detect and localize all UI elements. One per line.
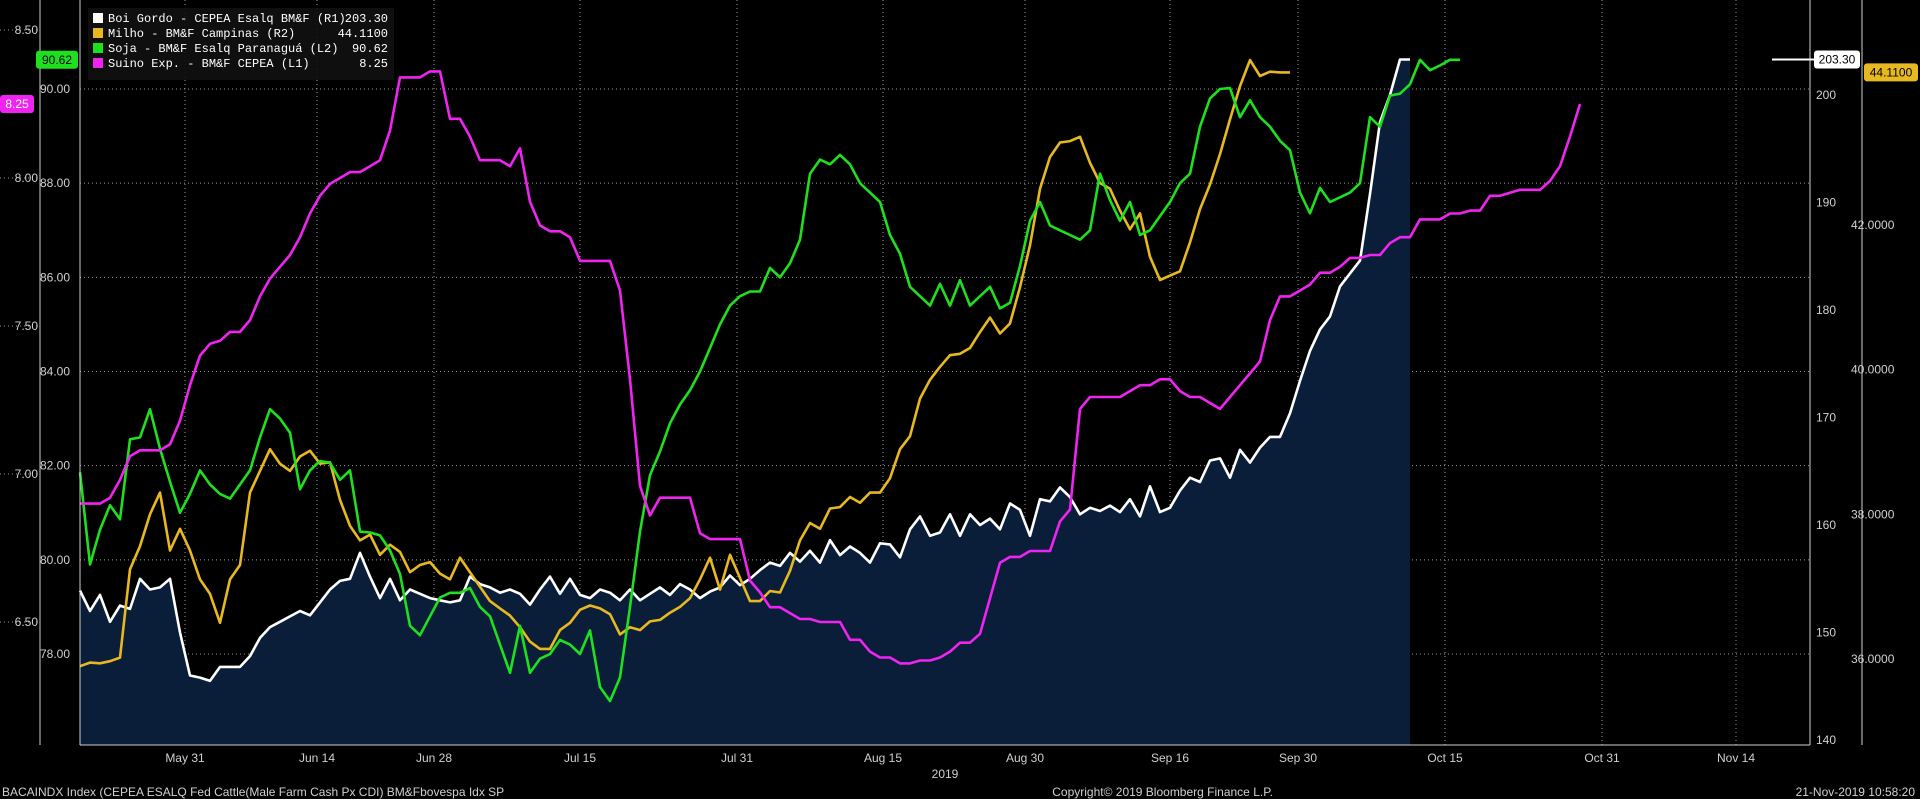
series-line-suino-exp-bm-f-cepea-l1 xyxy=(80,70,1582,665)
legend-series-value: 44.1100 xyxy=(338,27,388,41)
y-tick-label-l2: 88.00 xyxy=(40,176,70,190)
legend-series-value: 8.25 xyxy=(359,57,388,71)
last-value-badge xyxy=(1864,63,1918,82)
y-tick-label-r1: 170 xyxy=(1816,411,1836,425)
axis-frame xyxy=(39,0,1863,746)
series-line-boi-gordo-cepea-esalq-bm-f-r1 xyxy=(78,58,1410,683)
footer-index-description: BACAINDX Index (CEPEA ESALQ Fed Cattle(M… xyxy=(2,785,504,799)
last-value-badge xyxy=(36,50,78,69)
legend-series-name: Soja - BM&F Esalq Paranaguá (L2) xyxy=(108,42,338,56)
y-tick-label-r2: 38.0000 xyxy=(1851,507,1895,521)
legend-swatch xyxy=(93,58,103,68)
last-value-badges: 90.62 8.25 203.30 44.1100 xyxy=(0,50,1918,113)
x-tick-label: Sep 30 xyxy=(1279,751,1317,765)
legend-swatch xyxy=(93,28,103,38)
y-tick-label-l1: 7.00 xyxy=(15,467,39,481)
year-label: 2019 xyxy=(932,767,959,781)
y-tick-label-l1: 7.50 xyxy=(15,319,39,333)
y-tick-label-l1: 8.00 xyxy=(15,171,39,185)
y-tick-label-r1: 180 xyxy=(1816,303,1836,317)
y-tick-label-l1: 8.50 xyxy=(15,23,39,37)
footer-timestamp: 21-Nov-2019 10:58:20 xyxy=(1796,785,1916,799)
legend-series-name: Boi Gordo - CEPEA Esalq BM&F (R1) xyxy=(108,12,346,26)
x-tick-label: Aug 15 xyxy=(864,751,902,765)
line-layer xyxy=(78,58,1582,703)
y-tick-label-l2: 90.00 xyxy=(40,82,70,96)
series-line-milho-bm-f-campinas-r2 xyxy=(79,58,1290,668)
area-layer xyxy=(80,59,1410,745)
legend-swatch xyxy=(93,13,103,23)
x-tick-label: Jul 15 xyxy=(564,751,596,765)
legend-series-name: Suino Exp. - BM&F CEPEA (L1) xyxy=(108,57,310,71)
x-tick-label: Aug 30 xyxy=(1006,751,1044,765)
last-value-text: 203.30 xyxy=(1819,53,1856,67)
legend: Boi Gordo - CEPEA Esalq BM&F (R1) 203.30 M… xyxy=(88,8,394,80)
x-tick-label: Oct 15 xyxy=(1427,751,1463,765)
y-tick-label-r1: 190 xyxy=(1816,196,1836,210)
y-tick-label-r1: 160 xyxy=(1816,518,1836,532)
x-tick-label: May 31 xyxy=(165,751,205,765)
y-tick-label-l2: 82.00 xyxy=(40,459,70,473)
last-value-text: 8.25 xyxy=(5,97,29,111)
x-tick-label: Sep 16 xyxy=(1151,751,1189,765)
last-value-text: 44.1100 xyxy=(1870,65,1913,79)
legend-series-value: 90.62 xyxy=(352,42,388,56)
legend-series-name: Milho - BM&F Campinas (R2) xyxy=(108,27,295,41)
y-tick-label-r1: 200 xyxy=(1816,88,1836,102)
y-tick-label-l2: 80.00 xyxy=(40,553,70,567)
last-value-badge xyxy=(1814,50,1860,69)
x-tick-label: Nov 14 xyxy=(1717,751,1755,765)
y-tick-label-r2: 36.0000 xyxy=(1851,652,1895,666)
last-value-text: 90.62 xyxy=(42,53,72,67)
x-tick-label: Jul 31 xyxy=(721,751,753,765)
grid xyxy=(0,0,1810,745)
legend-series-value: 203.30 xyxy=(345,12,388,26)
y-tick-label-r2: 40.0000 xyxy=(1851,363,1895,377)
footer-copyright: Copyright© 2019 Bloomberg Finance L.P. xyxy=(1052,785,1273,799)
legend-box xyxy=(88,8,394,80)
x-tick-label: Jun 28 xyxy=(416,751,452,765)
series-area-boi-gordo-cepea-esalq-bm-f-r1 xyxy=(80,59,1410,745)
y-tick-label-l2: 78.00 xyxy=(40,647,70,661)
legend-swatch xyxy=(93,43,103,53)
tick-labels: May 31 Jun 14 Jun 28 Jul 15 Jul 31 Aug 15 Aug … xyxy=(15,23,1895,765)
x-tick-label: Oct 31 xyxy=(1584,751,1620,765)
x-tick-label: Jun 14 xyxy=(299,751,335,765)
y-tick-label-r1: 150 xyxy=(1816,626,1836,640)
y-tick-label-r2: 42.0000 xyxy=(1851,218,1895,232)
y-tick-label-r1: 140 xyxy=(1816,733,1836,747)
series-line-soja-bm-f-esalq-paranagu-l2 xyxy=(78,58,1460,703)
y-tick-label-l1: 6.50 xyxy=(15,615,39,629)
last-value-badge xyxy=(0,95,34,113)
y-tick-label-l2: 86.00 xyxy=(40,270,70,284)
y-tick-label-l2: 84.00 xyxy=(40,365,70,379)
